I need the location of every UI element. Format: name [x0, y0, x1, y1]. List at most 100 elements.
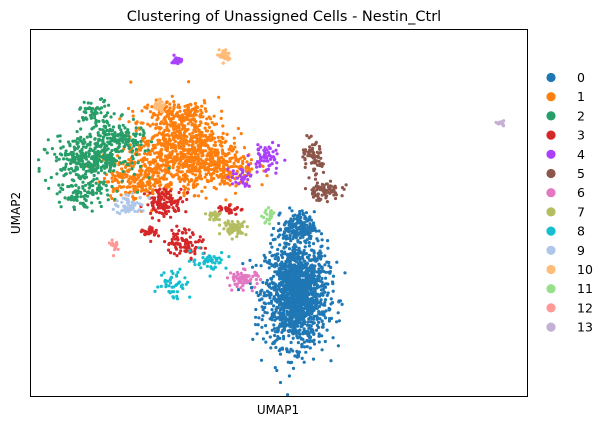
- cluster-0-point: [312, 331, 316, 336]
- cluster-9-point: [123, 204, 127, 209]
- cluster-3-point: [187, 246, 191, 250]
- cluster-2-point: [96, 186, 100, 190]
- cluster-13-points: [494, 119, 506, 128]
- cluster-1-point: [202, 163, 206, 167]
- legend-marker-13: [546, 322, 556, 332]
- cluster-1-point: [213, 140, 217, 144]
- cluster-10-point: [227, 51, 231, 55]
- cluster-0-point: [300, 279, 304, 283]
- cluster-0-point: [293, 265, 297, 269]
- cluster-13-point: [502, 119, 506, 123]
- cluster-1-point: [170, 132, 174, 136]
- cluster-3-point: [169, 215, 173, 219]
- cluster-0-point: [312, 270, 317, 274]
- cluster-1-point: [208, 155, 212, 159]
- cluster-3-point: [175, 254, 179, 258]
- cluster-3-point: [170, 237, 174, 242]
- cluster-3-point: [157, 218, 161, 223]
- cluster-3-point: [166, 248, 171, 252]
- cluster-0-point: [288, 288, 292, 292]
- cluster-1-point: [209, 178, 213, 182]
- cluster-1-point: [143, 152, 147, 156]
- cluster-2-point: [45, 151, 49, 155]
- cluster-2-point: [126, 163, 130, 167]
- cluster-4-point: [270, 162, 274, 166]
- cluster-2-point: [79, 191, 83, 195]
- legend-label-4: 4: [577, 147, 585, 162]
- cluster-2-point: [111, 128, 115, 132]
- cluster-1-point: [211, 157, 215, 161]
- cluster-1-point: [171, 137, 175, 141]
- cluster-0-point: [289, 292, 293, 296]
- cluster-5-point: [315, 181, 319, 185]
- cluster-2-point: [86, 101, 90, 105]
- cluster-0-point: [301, 212, 305, 216]
- cluster-0-point: [288, 206, 292, 210]
- cluster-8-point: [169, 275, 174, 279]
- cluster-0-point: [323, 339, 327, 344]
- cluster-6-point: [235, 284, 239, 289]
- cluster-0-point: [254, 263, 258, 267]
- cluster-1-point: [199, 112, 203, 117]
- cluster-0-point: [307, 241, 311, 245]
- cluster-5-point: [311, 156, 316, 160]
- cluster-2-point: [58, 190, 62, 194]
- cluster-9-point: [131, 201, 135, 205]
- cluster-1-point: [167, 153, 171, 157]
- cluster-1-point: [261, 164, 265, 168]
- cluster-0-point: [271, 311, 275, 315]
- cluster-7-point: [217, 218, 221, 222]
- cluster-5-point: [317, 144, 321, 149]
- cluster-0-point: [310, 229, 315, 233]
- cluster-4-point: [246, 171, 250, 175]
- cluster-1-point: [158, 184, 162, 188]
- cluster-0-point: [287, 260, 291, 264]
- cluster-3-point: [227, 204, 232, 208]
- cluster-0-point: [301, 265, 305, 269]
- cluster-1-point: [119, 193, 123, 197]
- cluster-0-point: [270, 233, 274, 237]
- cluster-9-point: [115, 210, 119, 214]
- cluster-5-point: [307, 176, 311, 180]
- cluster-1-point: [192, 113, 197, 117]
- cluster-0-point: [267, 293, 271, 297]
- cluster-10-point: [222, 50, 226, 54]
- cluster-1-point: [228, 183, 232, 187]
- cluster-2-point: [138, 132, 142, 136]
- cluster-2-point: [149, 140, 154, 144]
- cluster-2-point: [85, 205, 89, 209]
- cluster-0-point: [300, 256, 304, 260]
- cluster-1-point: [139, 158, 143, 162]
- cluster-0-point: [312, 257, 316, 261]
- cluster-0-point: [288, 263, 292, 267]
- cluster-2-point: [115, 141, 119, 145]
- cluster-1-point: [209, 152, 214, 156]
- cluster-10-point: [155, 107, 159, 111]
- cluster-2-point: [92, 157, 96, 161]
- cluster-0-point: [287, 306, 291, 310]
- cluster-3-point: [234, 212, 238, 216]
- cluster-9-point: [137, 202, 142, 206]
- cluster-2-point: [105, 136, 110, 140]
- cluster-1-point: [175, 172, 179, 176]
- cluster-4-point: [274, 166, 278, 170]
- cluster-4-point: [262, 149, 267, 153]
- cluster-0-point: [303, 217, 307, 221]
- cluster-0-point: [276, 256, 280, 260]
- cluster-5-point: [327, 185, 331, 189]
- cluster-0-point: [301, 282, 305, 286]
- cluster-0-point: [298, 328, 302, 332]
- cluster-0-point: [312, 280, 316, 284]
- cluster-1-point: [205, 117, 209, 121]
- cluster-5-point: [322, 184, 326, 188]
- cluster-1-point: [225, 153, 229, 157]
- cluster-4-point: [247, 184, 251, 188]
- cluster-10-point: [224, 48, 228, 52]
- cluster-2-point: [75, 152, 79, 156]
- cluster-1-point: [179, 131, 183, 136]
- cluster-2-point: [64, 172, 68, 176]
- cluster-0-point: [296, 290, 300, 294]
- cluster-2-point: [84, 183, 88, 187]
- cluster-9-point: [115, 199, 119, 203]
- cluster-2-point: [106, 198, 110, 202]
